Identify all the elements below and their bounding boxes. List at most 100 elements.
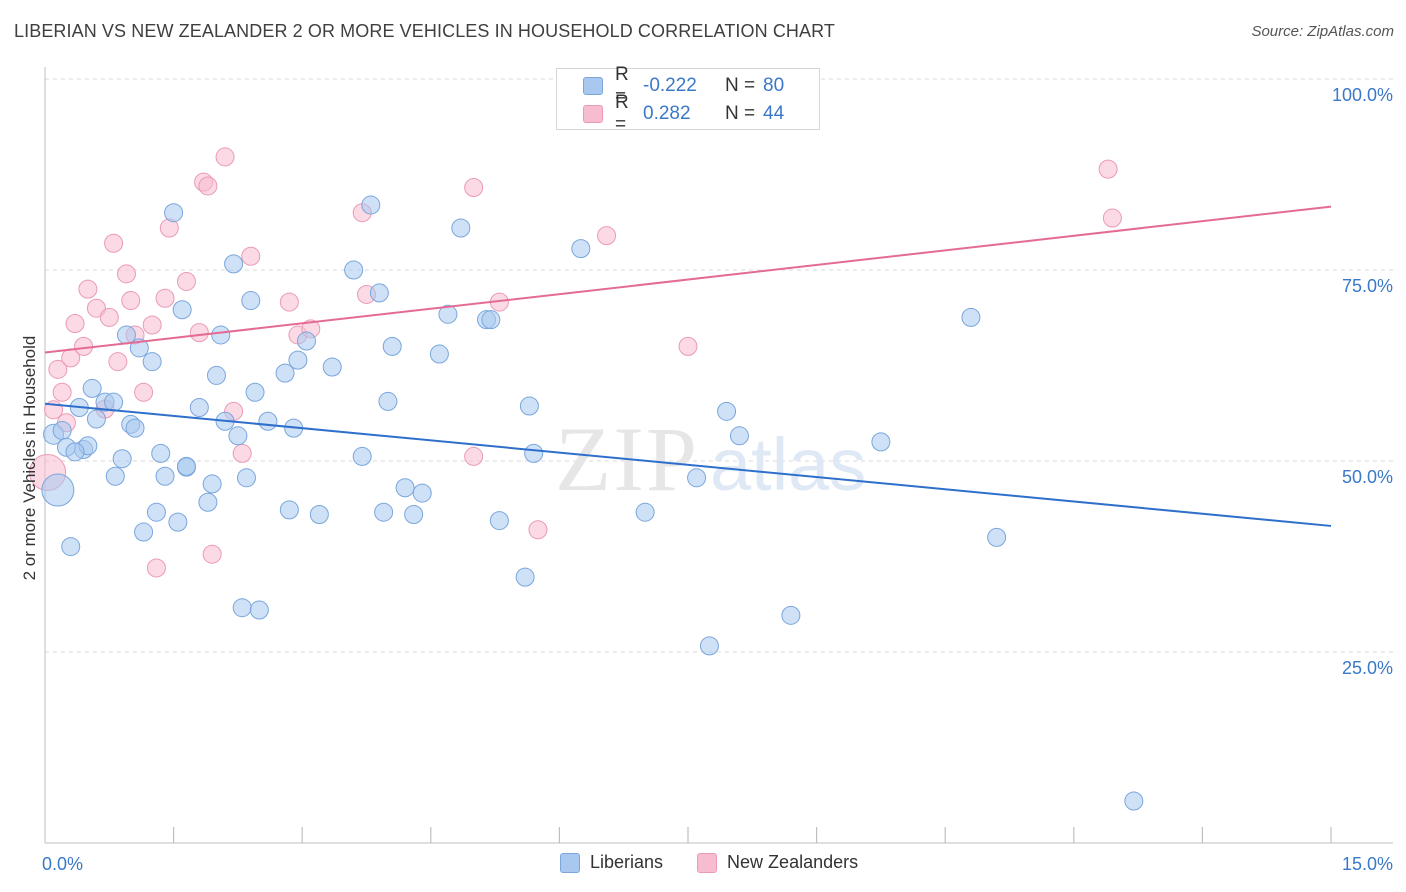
- data-point-liberians: [382, 336, 402, 356]
- data-point-liberians: [258, 411, 278, 431]
- series-legend: Liberians New Zealanders: [560, 852, 892, 873]
- data-point-new-zealanders: [48, 359, 68, 379]
- data-point-liberians: [228, 426, 248, 446]
- data-point-liberians: [155, 466, 175, 486]
- data-point-liberians: [241, 291, 261, 311]
- data-point-liberians: [288, 350, 308, 370]
- data-point-new-zealanders: [78, 279, 98, 299]
- data-point-liberians: [515, 567, 535, 587]
- data-point-liberians: [151, 443, 171, 463]
- data-point-liberians: [987, 527, 1007, 547]
- data-point-liberians: [1124, 791, 1144, 811]
- data-point-liberians: [189, 398, 209, 418]
- data-point-liberians: [296, 331, 316, 351]
- liberians-swatch: [560, 852, 580, 873]
- data-point-liberians: [176, 456, 196, 476]
- data-point-liberians: [168, 512, 188, 532]
- legend-r-value: 0.282: [643, 103, 691, 124]
- data-point-liberians: [65, 442, 85, 462]
- data-point-new-zealanders: [232, 443, 252, 463]
- data-point-liberians: [378, 391, 398, 411]
- data-point-liberians: [438, 304, 458, 324]
- new-zealanders-points: [29, 147, 1122, 578]
- data-point-liberians: [86, 409, 106, 429]
- data-point-liberians: [369, 283, 389, 303]
- data-point-liberians: [224, 254, 244, 274]
- data-point-liberians: [481, 310, 501, 330]
- y-tick-label: 100.0%: [1332, 85, 1393, 105]
- trend-line-liberians: [44, 402, 1332, 527]
- chart-title: LIBERIAN VS NEW ZEALANDER 2 OR MORE VEHI…: [14, 21, 835, 41]
- data-point-liberians: [232, 598, 252, 618]
- legend-n-value: 44: [763, 103, 785, 124]
- data-point-new-zealanders: [279, 292, 299, 312]
- new-zealanders-swatch: [697, 852, 718, 873]
- data-point-liberians: [142, 352, 162, 372]
- data-point-liberians: [129, 338, 149, 358]
- trend-line-new-zealanders: [44, 205, 1332, 354]
- data-point-new-zealanders: [189, 323, 209, 343]
- data-point-liberians: [105, 466, 125, 486]
- data-point-liberians: [412, 483, 432, 503]
- data-point-liberians: [61, 537, 81, 557]
- data-point-liberians: [146, 502, 166, 522]
- data-point-liberians: [961, 307, 981, 327]
- data-point-liberians: [202, 474, 222, 494]
- x-tick-label: 0.0%: [42, 854, 83, 874]
- data-point-liberians: [699, 636, 719, 656]
- data-point-liberians: [519, 396, 539, 416]
- data-point-liberians: [236, 468, 256, 488]
- data-point-liberians: [524, 443, 544, 463]
- legend-item-new-zealanders[interactable]: New Zealanders: [697, 852, 858, 873]
- data-point-liberians: [395, 478, 415, 498]
- data-point-new-zealanders: [1098, 159, 1118, 179]
- data-point-new-zealanders: [86, 298, 106, 318]
- data-point-liberians: [164, 203, 184, 223]
- grid-lines: [45, 78, 1393, 653]
- data-point-liberians: [729, 426, 749, 446]
- data-point-liberians: [635, 502, 655, 522]
- data-point-new-zealanders: [241, 246, 261, 266]
- legend-label-new-zealanders: New Zealanders: [727, 852, 859, 872]
- data-point-new-zealanders: [146, 558, 166, 578]
- legend-swatch-blue: [583, 77, 603, 95]
- data-point-new-zealanders: [104, 233, 124, 253]
- data-point-new-zealanders: [134, 382, 154, 402]
- data-point-liberians: [404, 504, 424, 524]
- y-tick-label: 75.0%: [1342, 276, 1393, 296]
- trend-lines: [44, 205, 1332, 527]
- data-point-liberians: [206, 365, 226, 385]
- data-point-new-zealanders: [464, 446, 484, 466]
- legend-r-value: -0.222: [643, 75, 697, 96]
- y-axis-label: 2 or more Vehicles in Household: [20, 335, 39, 581]
- legend-item-liberians[interactable]: Liberians: [560, 852, 663, 873]
- legend-n-label: N =: [725, 103, 756, 124]
- data-point-new-zealanders: [108, 352, 128, 372]
- legend-r-label: R =: [615, 64, 629, 107]
- source-label: Source: ZipAtlas.com: [1251, 23, 1394, 40]
- data-point-liberians: [275, 363, 295, 383]
- data-point-liberians: [717, 401, 737, 421]
- data-point-liberians: [489, 511, 509, 531]
- data-point-new-zealanders: [116, 264, 136, 284]
- data-point-liberians: [249, 600, 269, 620]
- data-point-liberians: [125, 418, 145, 438]
- data-point-liberians: [52, 420, 72, 440]
- data-point-liberians: [41, 473, 75, 507]
- data-point-liberians: [429, 344, 449, 364]
- data-point-new-zealanders: [52, 382, 72, 402]
- data-point-new-zealanders: [528, 520, 548, 540]
- data-point-new-zealanders: [176, 271, 196, 291]
- data-point-new-zealanders: [65, 313, 85, 333]
- legend-n-label: N =: [725, 75, 756, 96]
- x-tick-label: 15.0%: [1342, 854, 1393, 874]
- data-point-liberians: [451, 218, 471, 238]
- liberians-points: [41, 195, 1144, 811]
- data-point-liberians: [245, 382, 265, 402]
- data-point-liberians: [571, 239, 591, 259]
- data-point-new-zealanders: [215, 147, 235, 167]
- data-point-liberians: [104, 392, 124, 412]
- data-point-liberians: [198, 492, 218, 512]
- data-point-new-zealanders: [198, 176, 218, 196]
